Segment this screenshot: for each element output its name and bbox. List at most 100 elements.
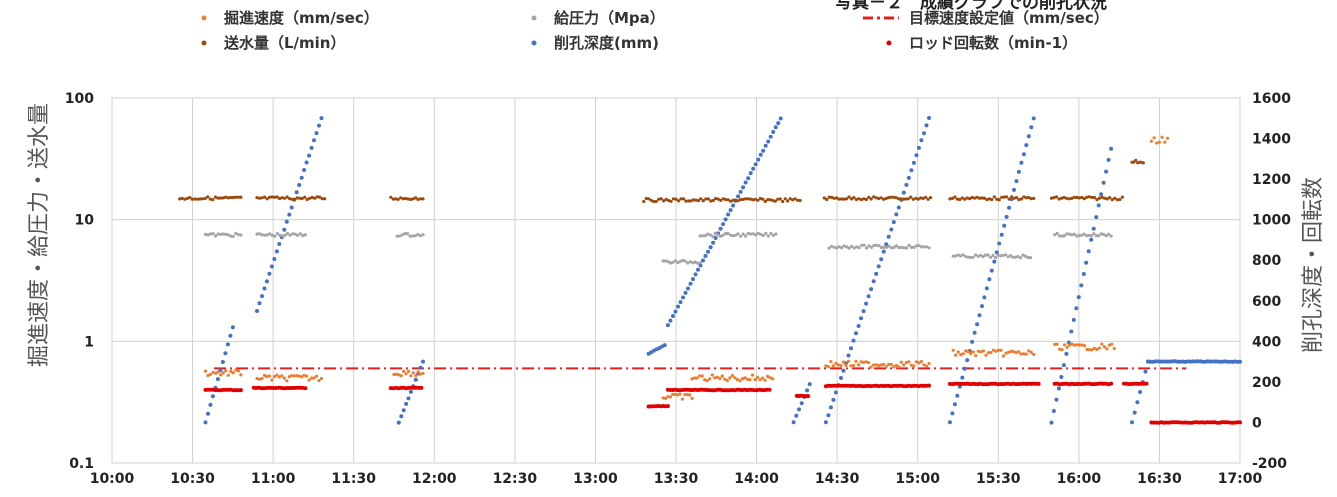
data-point — [1084, 260, 1089, 265]
data-point — [681, 295, 685, 300]
data-point — [1238, 420, 1242, 425]
data-point — [1072, 195, 1076, 199]
data-point — [312, 138, 316, 143]
data-point — [849, 364, 853, 368]
data-point — [975, 322, 980, 327]
data-point — [314, 131, 319, 136]
data-point — [958, 197, 962, 202]
data-point — [749, 232, 753, 236]
data-point — [696, 267, 700, 272]
data-point — [948, 197, 952, 201]
data-point — [914, 244, 919, 248]
data-point — [950, 196, 955, 200]
data-point — [1021, 152, 1026, 157]
data-point — [219, 373, 223, 377]
data-point — [1071, 317, 1076, 322]
data-point — [257, 301, 262, 306]
data-point — [1165, 136, 1170, 140]
data-point — [721, 197, 725, 201]
data-point — [826, 365, 831, 369]
series-削孔深度(mm) — [203, 116, 1242, 425]
y-left-tick-label: 0.1 — [69, 456, 94, 472]
data-point — [265, 197, 269, 201]
data-point — [894, 196, 898, 200]
data-point — [285, 379, 289, 383]
data-point — [865, 246, 869, 250]
data-point — [999, 232, 1004, 237]
data-point — [668, 261, 673, 265]
data-point — [862, 243, 866, 247]
data-point — [673, 259, 678, 263]
data-point — [659, 197, 663, 201]
data-point — [399, 414, 404, 419]
data-point — [741, 197, 745, 201]
data-point — [849, 197, 854, 201]
data-point — [1144, 381, 1149, 386]
x-tick-label: 10:00 — [90, 471, 135, 487]
data-point — [992, 195, 996, 199]
data-point — [206, 373, 210, 378]
data-point — [1143, 369, 1148, 374]
data-point — [681, 258, 685, 262]
data-point — [260, 196, 264, 200]
data-point — [698, 263, 703, 268]
data-point — [741, 232, 745, 236]
data-point — [960, 375, 965, 380]
data-point — [766, 198, 770, 202]
data-point — [1060, 234, 1064, 238]
y-left-axis-title: 掘進速度・給圧力・送水量 — [27, 103, 52, 367]
data-point — [215, 377, 220, 382]
data-point — [1090, 348, 1094, 352]
data-point — [239, 373, 243, 377]
data-point — [1077, 343, 1082, 347]
data-point — [304, 160, 309, 165]
data-point — [723, 377, 727, 381]
data-point — [832, 196, 836, 200]
data-point — [718, 234, 723, 238]
y-right-tick-label: 1400 — [1252, 132, 1291, 148]
data-point — [706, 232, 710, 236]
data-point — [1141, 161, 1145, 165]
data-point — [889, 195, 893, 199]
data-point — [203, 196, 207, 201]
data-point — [695, 376, 699, 380]
data-point — [907, 360, 911, 364]
data-point — [649, 198, 653, 202]
data-point — [767, 387, 772, 392]
data-point — [768, 376, 772, 380]
x-tick-label: 15:30 — [976, 471, 1021, 487]
data-point — [220, 360, 225, 364]
data-point — [708, 377, 712, 381]
data-point — [771, 233, 776, 237]
data-point — [647, 197, 651, 201]
data-point — [733, 233, 738, 237]
legend-marker — [531, 15, 537, 21]
data-point — [319, 376, 324, 381]
data-point — [286, 231, 290, 236]
data-point — [216, 370, 220, 374]
data-point — [268, 232, 272, 236]
data-point — [193, 197, 197, 201]
data-point — [874, 243, 879, 247]
data-point — [1007, 197, 1011, 201]
data-point — [706, 249, 710, 254]
data-point — [1067, 197, 1071, 201]
data-point — [1087, 348, 1092, 352]
data-point — [690, 377, 694, 381]
data-point — [725, 378, 730, 383]
data-point — [738, 379, 742, 383]
data-point — [1067, 232, 1071, 236]
data-point — [827, 246, 831, 250]
data-point — [221, 232, 225, 236]
data-point — [414, 196, 418, 200]
data-point — [1138, 390, 1143, 394]
data-point — [850, 244, 854, 248]
data-point — [980, 196, 984, 200]
data-point — [258, 232, 262, 236]
data-point — [1049, 196, 1054, 200]
data-point — [264, 279, 269, 284]
data-point — [1011, 255, 1015, 259]
data-point — [270, 233, 274, 237]
data-point — [833, 390, 838, 395]
data-point — [961, 253, 965, 257]
